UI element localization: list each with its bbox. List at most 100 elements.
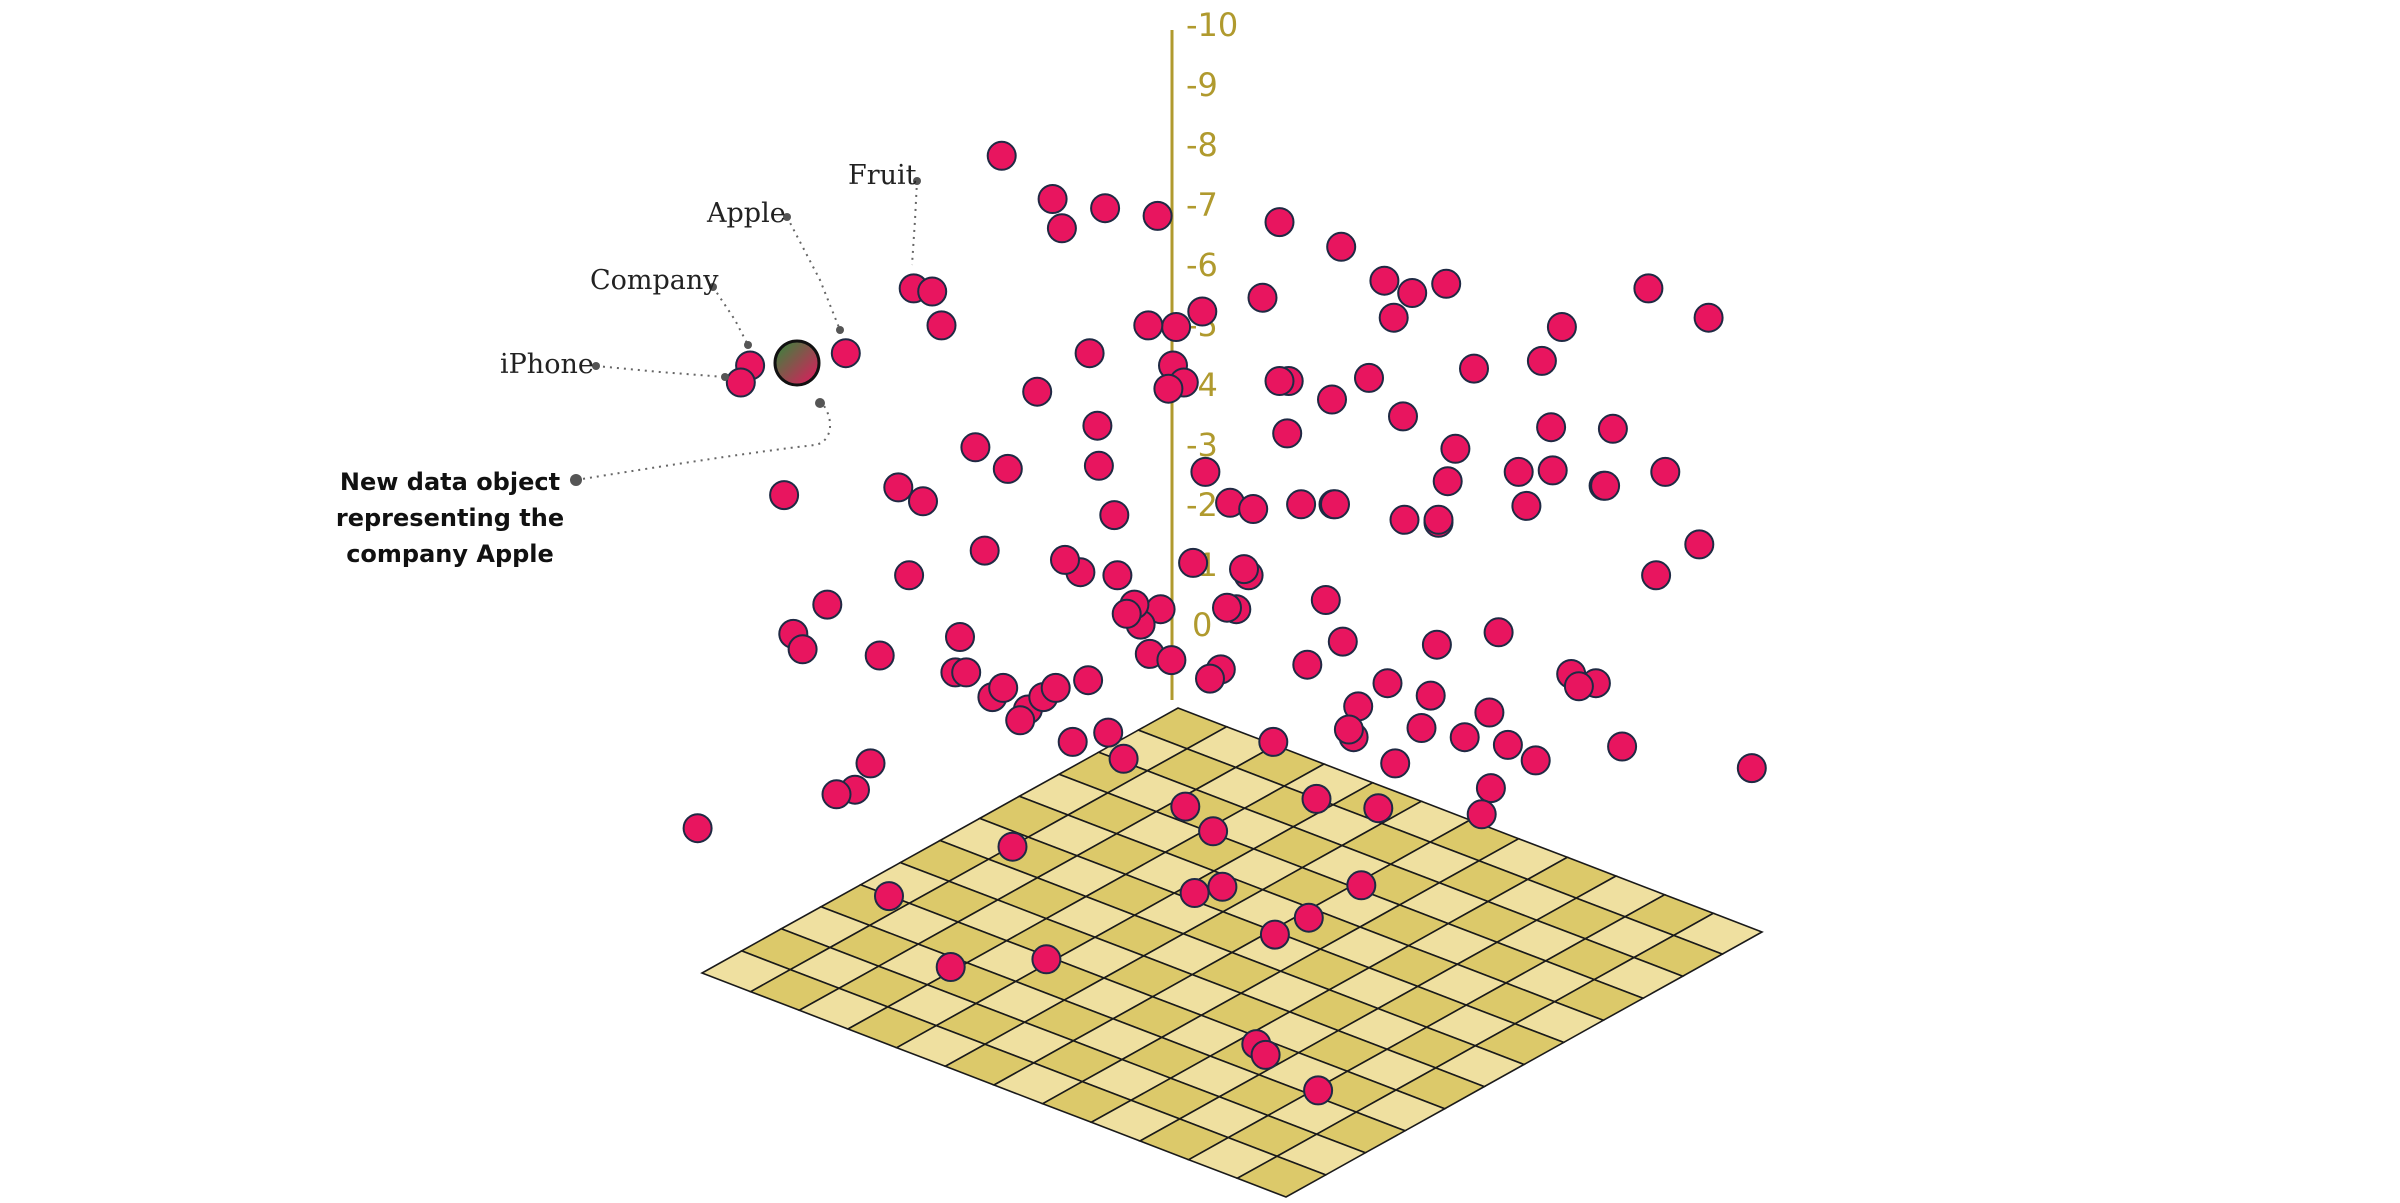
data-point [1440, 433, 1471, 464]
data-point [1286, 489, 1317, 520]
data-point [1083, 450, 1114, 481]
data-point [682, 813, 713, 844]
data-point [1040, 672, 1071, 703]
data-point [1320, 489, 1350, 520]
data-point [1050, 544, 1080, 575]
data-point [725, 367, 756, 398]
data-point [1326, 231, 1357, 262]
data-point [812, 589, 843, 620]
data-point [1264, 207, 1295, 238]
data-point [1372, 668, 1403, 699]
data-point [992, 453, 1023, 484]
data-point [1259, 919, 1290, 950]
data-point [969, 535, 1000, 566]
new-data-object [773, 339, 821, 387]
data-point [1102, 560, 1133, 591]
data-point [1526, 345, 1557, 376]
data-point [1536, 412, 1567, 443]
data-point [1310, 585, 1341, 615]
data-point [1431, 268, 1462, 299]
axis-tick-label: -9 [1186, 66, 1218, 104]
data-point [1190, 456, 1221, 487]
data-point [908, 486, 938, 517]
data-point [1292, 649, 1323, 680]
data-point [1247, 282, 1278, 313]
data-point [787, 634, 818, 665]
data-point [1641, 560, 1672, 591]
data-point [855, 748, 886, 779]
data-point [997, 831, 1028, 862]
data-point [1432, 466, 1463, 497]
data-point [1022, 376, 1053, 407]
data-point [1380, 748, 1411, 779]
data-point [1198, 816, 1229, 847]
data-point [1303, 1075, 1334, 1106]
data-point [1238, 494, 1269, 524]
data-point [1406, 713, 1437, 743]
data-point [1546, 312, 1577, 342]
data-point [1483, 617, 1514, 648]
data-point [1178, 547, 1209, 578]
data-point [1082, 410, 1113, 441]
axis-tick-label: -7 [1186, 186, 1218, 224]
data-point [1511, 490, 1542, 521]
data-point [1229, 554, 1259, 585]
data-point [1397, 278, 1428, 308]
data-point [1031, 944, 1062, 975]
data-point [1212, 592, 1242, 623]
data-point [1475, 773, 1506, 804]
data-point [1378, 302, 1409, 333]
data-point [1563, 671, 1594, 702]
data-point [894, 560, 925, 591]
label-iphone: iPhone [500, 349, 594, 380]
data-point [1046, 213, 1077, 244]
data-point [1161, 312, 1192, 342]
data-point [830, 338, 861, 369]
axis-tick-label: -6 [1186, 246, 1218, 284]
data-point [1333, 714, 1364, 745]
floor-cell [1235, 1155, 1328, 1198]
data-point [1389, 504, 1420, 535]
data-point [1693, 302, 1724, 333]
data-point [821, 779, 852, 810]
note-line-2: representing the [336, 504, 564, 532]
data-point [1492, 729, 1523, 760]
data-point [1074, 338, 1105, 369]
data-point [1187, 296, 1218, 327]
label-fruit: Fruit [848, 160, 917, 191]
floor-grid [700, 707, 1764, 1198]
data-point [1520, 745, 1551, 776]
data-point [1633, 273, 1664, 304]
data-point [1423, 504, 1454, 535]
data-point [1250, 1039, 1281, 1070]
data-point [1684, 529, 1715, 560]
data-point [1327, 626, 1358, 657]
data-point [1207, 871, 1238, 902]
data-point [1258, 726, 1289, 757]
data-point [1388, 401, 1418, 432]
data-point [1503, 456, 1534, 487]
leader-lines [570, 177, 921, 486]
data-point [1111, 598, 1142, 629]
data-point [1272, 418, 1303, 449]
data-point [1153, 373, 1184, 404]
data-point [1133, 310, 1164, 341]
axis-tick-label: 0 [1192, 606, 1212, 644]
data-points [682, 140, 1767, 1106]
data-point [935, 952, 966, 982]
data-point [1195, 663, 1225, 694]
data-point [1346, 870, 1377, 901]
axis-tick-label: -10 [1186, 6, 1238, 44]
data-point [874, 881, 904, 912]
data-point [988, 672, 1019, 703]
data-point [1459, 353, 1489, 384]
note-line-1: New data object [340, 468, 560, 496]
data-point [1093, 717, 1124, 748]
data-point [1179, 878, 1210, 908]
note-line-3: company Apple [346, 540, 554, 568]
data-point [1607, 731, 1638, 762]
data-point [1142, 200, 1173, 231]
data-point [1363, 793, 1394, 824]
data-point [1466, 799, 1497, 830]
